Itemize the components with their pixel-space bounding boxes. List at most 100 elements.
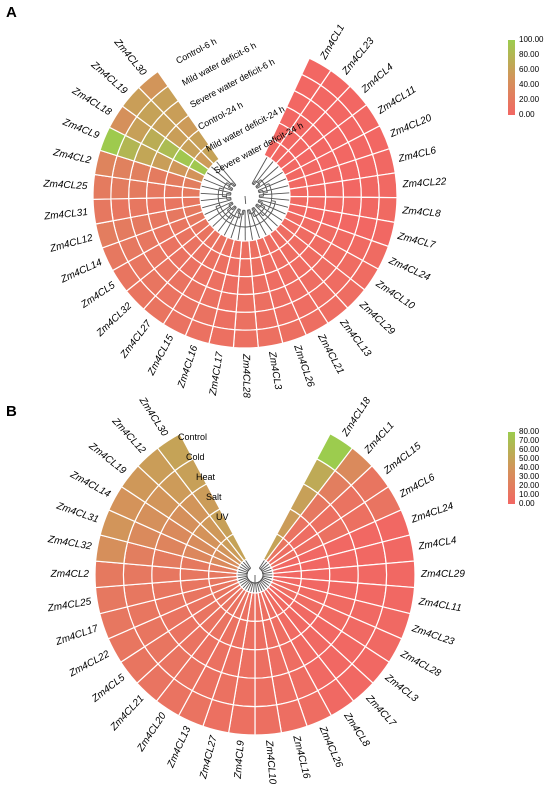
gene-label: Zm4CL12 xyxy=(48,232,95,255)
heatmap-cell xyxy=(254,704,283,736)
gene-label: Zm4CL7 xyxy=(363,693,398,730)
heatmap-cell xyxy=(238,257,253,278)
colorbar-tick: 100.00 xyxy=(519,35,544,44)
colorbar-tick: 0.00 xyxy=(519,499,535,508)
gene-label: Zm4CL30 xyxy=(136,395,170,439)
gene-label: Zm4CL17 xyxy=(54,623,100,648)
gene-label: Zm4CL32 xyxy=(94,300,134,339)
gene-label: Zm4CL1 xyxy=(318,23,347,63)
gene-label: Zm4CL7 xyxy=(395,231,436,252)
colorbar: 100.00 80.00 60.00 40.00 20.00 0.00 xyxy=(508,35,544,119)
gene-label: Zm4CL25 xyxy=(42,178,88,192)
gene-label: Zm4CL2 xyxy=(51,147,92,167)
gene-label: Zm4CL29 xyxy=(420,569,465,580)
gene-label: Zm4CL1 xyxy=(362,420,397,457)
colorbar-tick: 60.00 xyxy=(519,65,540,74)
gene-label: Zm4CL27 xyxy=(198,734,220,781)
gene-label: Zm4CL17 xyxy=(208,351,226,398)
gene-label: Zm4CL19 xyxy=(86,440,128,477)
heatmap-cell xyxy=(235,293,256,313)
gene-label: Zm4CL6 xyxy=(397,472,437,501)
heatmap-cell xyxy=(232,329,259,349)
gene-label: Zm4CL16 xyxy=(290,734,312,781)
heatmap-cell xyxy=(234,311,258,331)
dendrogram xyxy=(200,156,290,242)
heatmap-cell xyxy=(122,562,153,586)
colorbar-tick: 80.00 xyxy=(519,50,540,59)
heatmap-cell xyxy=(128,197,149,219)
heatmap-cells xyxy=(92,57,398,349)
colorbar-tick: 40.00 xyxy=(519,80,540,89)
heatmap-cells xyxy=(94,432,416,736)
heatmap-cell xyxy=(92,198,114,225)
condition-label: Heat xyxy=(196,472,216,482)
heatmap-cell xyxy=(385,560,416,589)
condition-label: Cold xyxy=(186,452,205,462)
panel-letter-a: A xyxy=(6,4,17,21)
gene-label: Zm4CL20 xyxy=(388,113,434,141)
gene-label: Zm4CL27 xyxy=(118,318,154,361)
colorbar-tick: 70.00 xyxy=(519,436,540,445)
gene-label: Zm4CL8 xyxy=(401,205,442,220)
colorbar-tick: 80.00 xyxy=(519,427,540,436)
gene-label: Zm4CL21 xyxy=(108,693,147,733)
gene-label: Zm4CL22 xyxy=(401,176,447,190)
gene-label: Zm4CL28 xyxy=(240,353,251,398)
heatmap-cell xyxy=(324,180,345,198)
heatmap-cell xyxy=(376,172,398,199)
gene-label: Zm4CL18 xyxy=(69,85,113,118)
gene-label: Zm4CL8 xyxy=(341,710,372,749)
heatmap-cell xyxy=(145,197,167,215)
heatmap-cell xyxy=(357,562,388,586)
gene-label: Zm4CL16 xyxy=(176,344,201,390)
heatmap-cell xyxy=(110,197,132,222)
colorbar-tick: 20.00 xyxy=(519,95,540,104)
gene-label: Zm4CL12 xyxy=(109,415,148,456)
gene-label: Zm4CL32 xyxy=(46,534,93,553)
gene-label: Zm4CL18 xyxy=(340,395,374,439)
gene-label: Zm4CL14 xyxy=(67,469,112,500)
heatmap-cell xyxy=(341,177,362,198)
gene-label: Zm4CL15 xyxy=(146,333,177,378)
gene-label: Zm4CL3 xyxy=(382,672,420,705)
heatmap-cell xyxy=(306,183,327,198)
gene-label: Zm4CL28 xyxy=(398,648,443,679)
gene-label: Zm4CL9 xyxy=(233,740,247,781)
heatmap-cell xyxy=(128,178,149,200)
heatmap-cell xyxy=(110,176,131,200)
gene-label: Zm4CL23 xyxy=(409,623,455,648)
colorbar: 80.0070.0060.0050.0040.0030.0020.0010.00… xyxy=(508,427,540,508)
gene-label: Zm4CL26 xyxy=(316,724,344,770)
heatmap-cell xyxy=(376,196,398,224)
gene-label: Zm4CL21 xyxy=(315,332,346,377)
gene-label: Zm4CL6 xyxy=(396,145,437,165)
heatmap-cell xyxy=(358,196,380,220)
gene-label: Zm4CL2 xyxy=(50,569,90,580)
gene-label: Zm4CL4 xyxy=(359,61,396,96)
heatmap-cell xyxy=(236,275,255,296)
gene-label: Zm4CL26 xyxy=(291,343,316,389)
panel-letter-b: B xyxy=(6,403,17,420)
gene-label: Zm4CL11 xyxy=(417,596,462,614)
heatmap-cell xyxy=(94,560,125,589)
gene-label: Zm4CL31 xyxy=(43,207,89,223)
heatmap-cell xyxy=(256,325,284,349)
gene-label: Zm4CL9 xyxy=(60,117,101,142)
colorbar-tick: 10.00 xyxy=(519,490,540,499)
colorbar-gradient xyxy=(508,40,515,115)
gene-label: Zm4CL24 xyxy=(386,255,432,284)
gene-label: Zm4CL5 xyxy=(89,672,127,705)
gene-label: Zm4CL3 xyxy=(266,350,284,391)
colorbar-tick: 60.00 xyxy=(519,445,540,454)
gene-label: Zm4CL5 xyxy=(79,280,118,311)
heatmap-cell xyxy=(92,173,113,200)
heatmap-cell xyxy=(137,70,169,101)
gene-label: Zm4CL29 xyxy=(356,299,397,338)
colorbar-tick: 0.00 xyxy=(519,110,535,119)
gene-label: Zm4CL30 xyxy=(111,36,148,78)
gene-label: Zm4CL4 xyxy=(417,535,458,553)
heatmap-cell xyxy=(359,174,380,199)
